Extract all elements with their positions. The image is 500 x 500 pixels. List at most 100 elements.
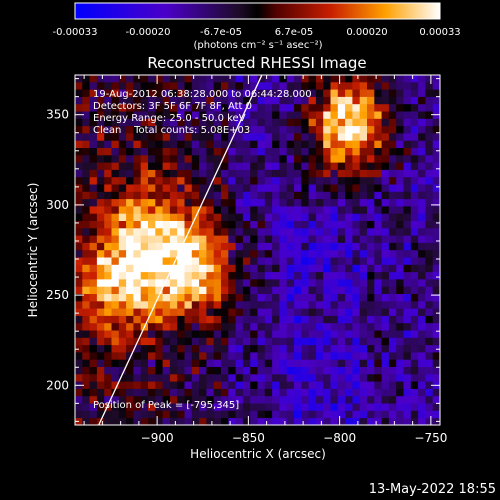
heatmap-cell [425, 367, 434, 375]
heatmap-cell [359, 199, 368, 207]
heatmap-cell [294, 374, 302, 382]
heatmap-cell [410, 359, 419, 368]
heatmap-cell [75, 257, 83, 266]
heatmap-cell [111, 330, 120, 339]
y-axis-label: Heliocentric Y (arcsec) [26, 183, 40, 318]
heatmap-cell [403, 381, 412, 390]
heatmap-cell [396, 169, 404, 178]
heatmap-cell [323, 228, 331, 236]
heatmap-cell [315, 206, 324, 215]
heatmap-cell [279, 257, 288, 266]
heatmap-cell [279, 345, 288, 353]
heatmap-cell [410, 221, 419, 229]
heatmap-cell [396, 118, 404, 127]
heatmap-cell [118, 330, 127, 339]
heatmap-cell [294, 315, 302, 324]
heatmap-cell [111, 279, 120, 288]
heatmap-cell [140, 206, 149, 215]
heatmap-cell [242, 118, 251, 127]
heatmap-cell [257, 118, 266, 127]
heatmap-cell [374, 315, 382, 324]
heatmap-cell [162, 133, 171, 142]
heatmap-cell [162, 345, 171, 353]
heatmap-cell [286, 352, 295, 361]
heatmap-cell [111, 403, 120, 412]
heatmap-cell [199, 418, 207, 425]
heatmap-cell [155, 301, 163, 309]
heatmap-cell [177, 374, 185, 382]
heatmap-cell [337, 82, 346, 90]
heatmap-cell [177, 213, 185, 222]
heatmap-cell [418, 133, 426, 142]
heatmap-cell [418, 330, 426, 339]
heatmap-cell [104, 118, 112, 127]
heatmap-cell [184, 206, 193, 215]
heatmap-cell [228, 315, 236, 324]
heatmap-cell [257, 286, 266, 295]
heatmap-cell [323, 250, 331, 258]
heatmap-cell [155, 272, 163, 280]
heatmap-cell [242, 75, 251, 83]
heatmap-cell [301, 221, 309, 229]
heatmap-cell [308, 177, 317, 185]
heatmap-cell [264, 337, 273, 346]
heatmap-cell [82, 308, 90, 317]
heatmap-cell [96, 337, 105, 346]
heatmap-cell [410, 148, 419, 156]
heatmap-cell [162, 221, 171, 229]
heatmap-cell [199, 359, 207, 368]
heatmap-cell [432, 148, 440, 156]
heatmap-cell [82, 264, 90, 273]
heatmap-cell [337, 199, 346, 207]
heatmap-cell [345, 221, 353, 229]
heatmap-cell [279, 140, 288, 149]
heatmap-cell [213, 294, 222, 302]
heatmap-cell [148, 264, 156, 273]
heatmap-cell [177, 140, 185, 149]
heatmap-cell [89, 410, 98, 419]
heatmap-cell [169, 213, 178, 222]
heatmap-cell [286, 111, 295, 120]
heatmap-cell [396, 235, 404, 244]
heatmap-cell [257, 111, 266, 120]
heatmap-cell [323, 381, 331, 390]
heatmap-cell [213, 133, 222, 142]
heatmap-cell [118, 235, 127, 244]
heatmap-cell [184, 367, 193, 375]
heatmap-cell [111, 337, 120, 346]
heatmap-cell [345, 410, 353, 419]
heatmap-cell [162, 148, 171, 156]
heatmap-cell [169, 148, 178, 156]
heatmap-cell [308, 169, 317, 178]
heatmap-cell [118, 75, 127, 83]
heatmap-cell [264, 272, 273, 280]
heatmap-cell [213, 82, 222, 90]
heatmap-cell [381, 213, 390, 222]
heatmap-cell [184, 323, 193, 331]
heatmap-cell [199, 82, 207, 90]
heatmap-cell [177, 279, 185, 288]
heatmap-cell [111, 264, 120, 273]
heatmap-cell [199, 374, 207, 382]
heatmap-cell [301, 301, 309, 309]
heatmap-cell [155, 199, 163, 207]
heatmap-cell [126, 169, 134, 178]
heatmap-cell [191, 308, 200, 317]
heatmap-cell [315, 140, 324, 149]
heatmap-cell [337, 330, 346, 339]
heatmap-cell [403, 279, 412, 288]
heatmap-cell [82, 191, 90, 200]
heatmap-cell [315, 228, 324, 236]
heatmap-cell [206, 111, 215, 120]
heatmap-cell [75, 89, 83, 98]
heatmap-cell [410, 323, 419, 331]
heatmap-cell [206, 301, 215, 309]
heatmap-cell [359, 264, 368, 273]
heatmap-cell [228, 257, 236, 266]
heatmap-cell [228, 169, 236, 178]
heatmap-cell [235, 367, 244, 375]
heatmap-cell [359, 126, 368, 134]
heatmap-cell [381, 286, 390, 295]
heatmap-cell [89, 374, 98, 382]
heatmap-cell [272, 359, 280, 368]
